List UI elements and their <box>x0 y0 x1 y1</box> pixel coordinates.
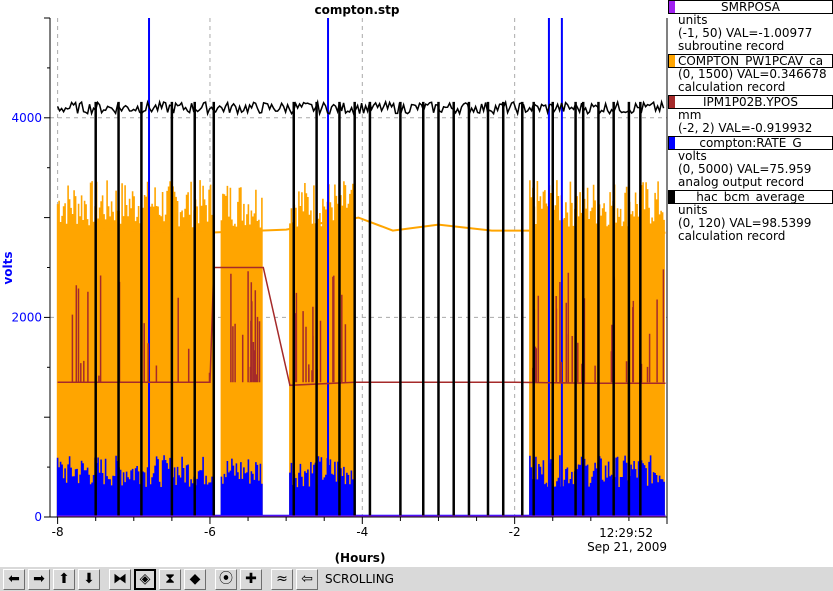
legend-series-name[interactable]: hac_bcm_average <box>668 190 833 204</box>
x-axis-label: (Hours) <box>335 551 386 565</box>
scroll-right-button[interactable]: ➡ <box>28 568 50 590</box>
series-blue-band <box>220 458 263 517</box>
legend-entry[interactable]: IPM1P02B.YPOS mm (-2, 2) VAL=-0.919932 <box>668 95 833 135</box>
y-tick-label: 4000 <box>11 111 42 125</box>
scroll-down-button[interactable]: ⬇ <box>78 568 100 590</box>
legend-record-type: subroutine record <box>678 39 785 53</box>
legend-entry[interactable]: COMPTON_PW1PCAV_ca (0, 1500) VAL=0.346678… <box>668 54 833 94</box>
legend-range-value: (0, 5000) VAL=75.959 <box>678 162 812 176</box>
scroll-left-button[interactable]: ⬅ <box>3 568 25 590</box>
y-axis-label: volts <box>1 251 15 284</box>
legend-series-name[interactable]: compton:RATE_G <box>668 136 833 150</box>
autoscale-icon: ≈ <box>276 571 288 587</box>
legend-record-type: calculation record <box>678 229 786 243</box>
zoom-in-y-icon: ⧗ <box>165 571 175 587</box>
scroll-right-icon: ➡ <box>33 571 45 587</box>
legend-range-value: (0, 120) VAL=98.5399 <box>678 216 812 230</box>
scroll-left-icon: ⬅ <box>8 571 20 587</box>
autoscale-button[interactable]: ≈ <box>271 568 293 590</box>
back-icon: ⇦ <box>301 571 313 587</box>
plot-area <box>56 18 666 517</box>
zoom-out-x-button[interactable]: ◈ <box>134 568 156 590</box>
legend-record-type: analog output record <box>678 175 805 189</box>
legend-units: units <box>678 203 708 217</box>
back-button[interactable]: ⇦ <box>296 568 318 590</box>
end-date-label: Sep 21, 2009 <box>587 540 667 554</box>
legend-range-value: (0, 1500) VAL=0.346678 <box>678 67 827 81</box>
legend-series-label: SMRPOSA <box>720 0 781 14</box>
legend-swatch <box>669 96 675 108</box>
series-black-level <box>56 99 665 117</box>
zoom-in-x-button[interactable]: ⧓ <box>109 568 131 590</box>
legend-swatch <box>669 137 675 149</box>
series-orange-trend <box>57 216 666 239</box>
zoom-out-y-button[interactable]: ◆ <box>184 568 206 590</box>
scroll-down-icon: ⬇ <box>83 571 95 587</box>
legend-series-label: IPM1P02B.YPOS <box>703 95 798 109</box>
legend-swatch <box>669 191 675 203</box>
scroll-status-label: SCROLLING <box>325 572 394 586</box>
series-blue-band <box>56 455 215 517</box>
zoom-out-x-icon: ◈ <box>139 571 151 587</box>
stripchart[interactable]: -8 -6 -4 -2 0 2000 4000 compton.stp volts (Hou… <box>0 0 668 566</box>
zoom-in-x-icon: ⧓ <box>113 571 127 587</box>
zoom-in-y-button[interactable]: ⧗ <box>159 568 181 590</box>
scroll-up-icon: ⬆ <box>58 571 70 587</box>
reset-button[interactable]: ⦿ <box>215 568 237 590</box>
x-tick-label: -2 <box>509 525 521 539</box>
y-tick-label: 2000 <box>11 310 42 324</box>
add-button[interactable]: ✚ <box>240 568 262 590</box>
chart-axes: -8 -6 -4 -2 0 2000 4000 <box>11 17 668 539</box>
legend-series-label: hac_bcm_average <box>696 190 805 204</box>
x-tick-label: -6 <box>204 525 216 539</box>
legend-range-value: (-1, 50) VAL=-1.00977 <box>678 26 813 40</box>
legend-series-name[interactable]: COMPTON_PW1PCAV_ca <box>668 54 833 68</box>
legend: SMRPOSA units (-1, 50) VAL=-1.00977 subrout… <box>668 0 833 244</box>
x-tick-label: -8 <box>52 525 64 539</box>
legend-series-label: compton:RATE_G <box>699 136 802 150</box>
legend-units: units <box>678 13 708 27</box>
series-blue-band <box>289 456 356 517</box>
legend-entry[interactable]: compton:RATE_G volts (0, 5000) VAL=75.959 a… <box>668 136 833 189</box>
end-time-label: 12:29:52 <box>599 526 653 540</box>
chart-title: compton.stp <box>314 3 399 17</box>
legend-range-value: (-2, 2) VAL=-0.919932 <box>678 121 813 135</box>
legend-series-name[interactable]: SMRPOSA <box>668 0 833 14</box>
y-tick-label: 0 <box>34 510 42 524</box>
legend-series-name[interactable]: IPM1P02B.YPOS <box>668 95 833 109</box>
toolbar: ⬅ ➡ ⬆ ⬇ ⧓ ◈ ⧗ ◆ ⦿ ✚ ≈ ⇦ SCROLLING <box>0 566 833 591</box>
scroll-up-button[interactable]: ⬆ <box>53 568 75 590</box>
legend-record-type: calculation record <box>678 80 786 94</box>
legend-swatch <box>669 55 675 67</box>
legend-units: volts <box>678 149 707 163</box>
zoom-out-y-icon: ◆ <box>189 571 201 587</box>
add-icon: ✚ <box>245 571 257 587</box>
x-tick-label: -4 <box>356 525 368 539</box>
legend-entry[interactable]: SMRPOSA units (-1, 50) VAL=-1.00977 subrout… <box>668 0 833 53</box>
reset-icon: ⦿ <box>219 571 233 587</box>
legend-series-label: COMPTON_PW1PCAV_ca <box>677 54 824 68</box>
legend-swatch <box>669 1 675 13</box>
series-brown-spikes <box>71 269 665 383</box>
legend-entry[interactable]: hac_bcm_average units (0, 120) VAL=98.5399… <box>668 190 833 243</box>
legend-units: mm <box>678 108 702 122</box>
